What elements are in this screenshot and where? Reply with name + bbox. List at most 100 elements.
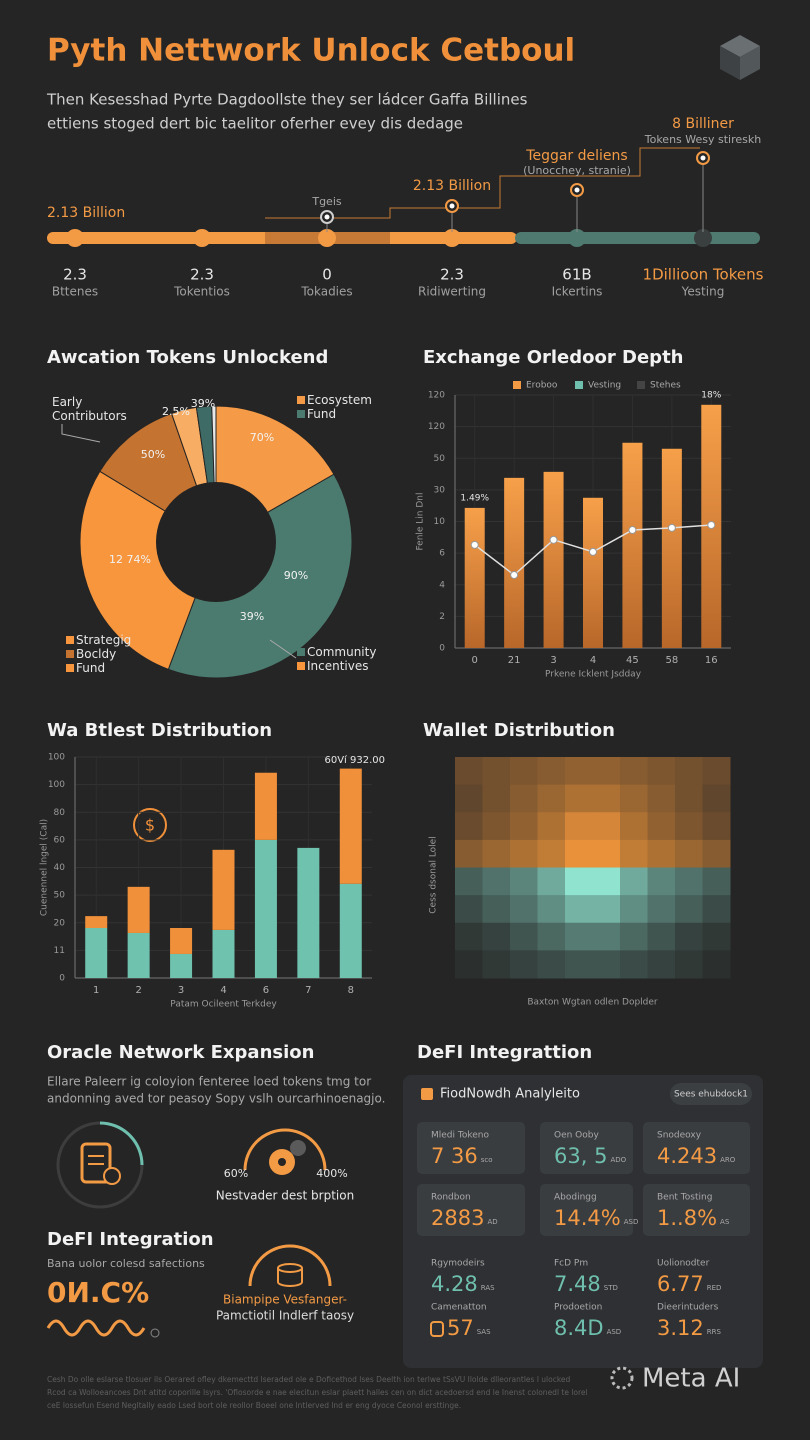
heat-cell (647, 895, 676, 924)
heat-cell (702, 950, 731, 979)
heat-cell (675, 812, 703, 841)
heat-cell (620, 784, 648, 813)
milestone-dot (443, 229, 461, 247)
y-tick-label: 2 (439, 612, 445, 622)
heat-cell (647, 950, 676, 979)
slice-label: 50% (141, 448, 165, 461)
card-value: 8.4D (554, 1316, 604, 1340)
callout-text: Tgeis (311, 195, 342, 208)
chart-title: Exchange Orledoor Depth (423, 347, 683, 368)
legend-label: Community Incentives (307, 645, 376, 673)
y-tick-label: 100 (48, 753, 65, 763)
slice-label: 2.5% (162, 405, 190, 418)
card-icon (430, 1321, 444, 1337)
card (417, 1122, 525, 1174)
heat-cell (592, 812, 621, 841)
bar (661, 448, 682, 648)
heat-cell (647, 867, 676, 896)
callout-text: Tokens Wesy stireskh (644, 133, 762, 146)
heat-cell (647, 839, 676, 868)
bar-segment (212, 929, 235, 978)
bar-segment (127, 932, 150, 978)
heat-cell (675, 757, 703, 786)
milestone-value: 2.3 (440, 266, 464, 284)
y-tick-label: 0 (439, 644, 445, 654)
heat-cell (510, 784, 538, 813)
card-label: FcD Pm (554, 1259, 588, 1269)
chart-annotation: 60Ví 932.00 (324, 754, 385, 766)
legend-swatch (66, 650, 74, 658)
card (417, 1184, 525, 1236)
y-tick-label: 100 (48, 780, 65, 790)
section-text: Bana uolor colesd safections (47, 1257, 205, 1270)
heat-cell (510, 812, 538, 841)
heat-cell (592, 867, 621, 896)
section-title: DeFI Integrattion (417, 1042, 592, 1063)
bar-annotation: 18% (701, 390, 721, 400)
y-tick-label: 30 (434, 485, 446, 495)
watermark-icon (610, 1366, 634, 1390)
x-tick-label: 45 (626, 655, 639, 666)
heat-cell (565, 950, 593, 979)
oracle-icons: $ (46, 808, 332, 1338)
section-title: Oracle Network Expansion (47, 1042, 314, 1063)
heat-cell (702, 757, 731, 786)
timeline-bar (515, 232, 760, 244)
logo (720, 35, 760, 80)
bar-segment (254, 772, 277, 840)
heat-cell (647, 812, 676, 841)
milestone-value: 61B (562, 266, 591, 284)
heat-cell (592, 757, 621, 786)
legend-swatch (66, 664, 74, 672)
x-tick-label: 1 (93, 985, 99, 996)
gear-caption: Nestvader dest brption (216, 1189, 354, 1203)
heat-cell (592, 922, 621, 951)
heat-cell (455, 922, 483, 951)
card-unit: ARO (720, 1156, 736, 1164)
card-unit: STD (604, 1284, 618, 1292)
watermark: Meta AI (642, 1364, 740, 1394)
milestone-dot (568, 229, 586, 247)
card-label: Rondbon (431, 1193, 471, 1203)
card-unit: ASD (624, 1218, 639, 1226)
legend-swatch (297, 410, 305, 418)
card-label: Dieerintuders (657, 1303, 719, 1313)
heat-cell (455, 757, 483, 786)
milestone-value: 2.3 (190, 266, 214, 284)
heat-cell (675, 922, 703, 951)
heat-cell (702, 812, 731, 841)
card (540, 1122, 633, 1174)
heat-cell (482, 922, 511, 951)
footer-text: ceE lossefun Esend Negltally eado Lsed b… (47, 1401, 461, 1410)
connector (265, 147, 700, 219)
milestone-label: Tokadies (300, 285, 352, 299)
heat-cell (482, 895, 511, 924)
heat-cell (565, 812, 593, 841)
heat-cell (647, 922, 676, 951)
milestone-label: Yesting (681, 285, 725, 299)
card-value: 63, 5 (554, 1144, 607, 1168)
x-tick-label: 7 (305, 985, 311, 996)
callout-text: 2.13 Billion (413, 178, 491, 194)
section-text: Ellare Paleerr ig coloyion fenteree loed… (47, 1075, 371, 1089)
y-tick-label: 6 (439, 549, 445, 559)
x-tick-label: 2 (135, 985, 141, 996)
slice-label: 90% (284, 569, 308, 582)
y-tick-label: 120 (428, 391, 445, 401)
heat-cell (510, 922, 538, 951)
line-point (589, 547, 597, 556)
button[interactable] (670, 1083, 752, 1105)
button-label: Sees ehubdock1 (674, 1090, 748, 1100)
heat-cell (455, 950, 483, 979)
x-tick-label: 4 (220, 985, 226, 996)
milestone-label: Bttenes (52, 285, 98, 299)
legend-label: Strategig Bocldy Fund (76, 633, 131, 675)
panel-title: FiodNowdh Analyleito (440, 1087, 580, 1102)
heat-cell (482, 757, 511, 786)
heat-cell (537, 812, 566, 841)
line-point (707, 520, 716, 529)
y-tick-label: 60 (54, 835, 66, 845)
heat-cell (537, 784, 566, 813)
milestone-value: 0 (322, 266, 332, 284)
